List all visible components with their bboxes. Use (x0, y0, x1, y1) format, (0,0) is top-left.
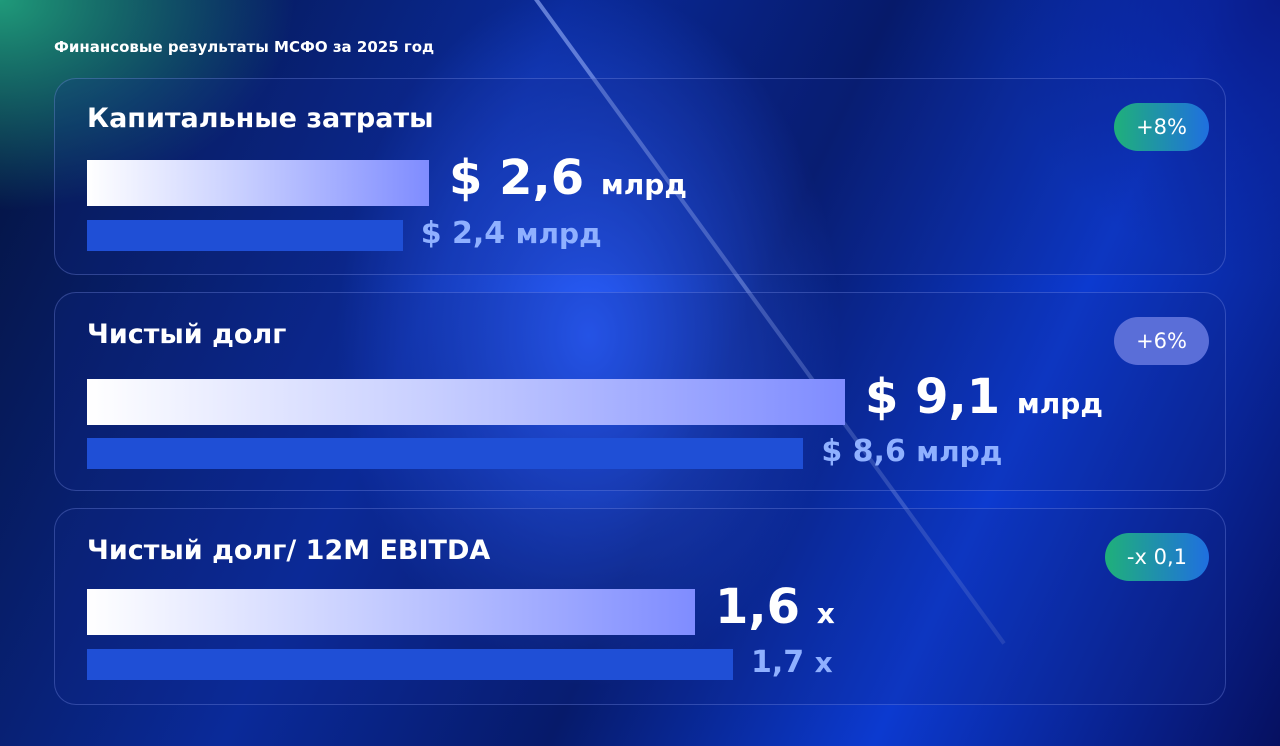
value-unit: x (814, 646, 833, 679)
change-badge: +8% (1114, 103, 1209, 151)
change-badge: +6% (1114, 317, 1209, 365)
value-prefix: $ (821, 434, 843, 469)
panel: Капитальные затраты +8% $ 2,6 млрд $ 2,4 мл… (54, 78, 1226, 275)
value-label: 1,6 x (715, 579, 835, 635)
value-number: 1,6 (715, 579, 801, 635)
panel: Чистый долг/ 12M EBITDA -x 0,1 1,6 x 1,7 x (54, 508, 1226, 705)
value-unit: млрд (515, 217, 602, 250)
value-unit: x (816, 597, 835, 630)
panel-title: Капитальные затраты (87, 103, 434, 134)
value-prefix: $ (865, 369, 899, 425)
value-number: 8,6 (852, 434, 906, 469)
value-number: 9,1 (915, 369, 1001, 425)
value-unit: млрд (600, 168, 687, 201)
panel: Чистый долг +6% $ 9,1 млрд $ 8,6 млрд (54, 292, 1226, 491)
value-label: $ 8,6 млрд (821, 434, 1002, 469)
bar (87, 379, 845, 425)
value-unit: млрд (1016, 387, 1103, 420)
value-prefix: $ (449, 150, 483, 206)
change-badge: -x 0,1 (1104, 533, 1209, 581)
bar (87, 220, 403, 251)
bar (87, 649, 733, 680)
panel-title: Чистый долг/ 12M EBITDA (87, 535, 491, 566)
bar (87, 438, 804, 469)
page-title: Финансовые результаты МСФО за 2025 год (54, 38, 435, 56)
value-label: 1,7 x (751, 645, 833, 680)
value-label: $ 2,6 млрд (449, 150, 687, 206)
value-label: $ 2,4 млрд (421, 216, 602, 251)
panel-title: Чистый долг (87, 319, 287, 350)
value-number: 2,6 (499, 150, 585, 206)
value-label: $ 9,1 млрд (865, 369, 1103, 425)
value-number: 1,7 (751, 645, 805, 680)
value-unit: млрд (916, 435, 1003, 468)
bar (87, 160, 429, 206)
value-number: 2,4 (452, 216, 506, 251)
value-prefix: $ (420, 216, 442, 251)
bar (87, 589, 695, 635)
